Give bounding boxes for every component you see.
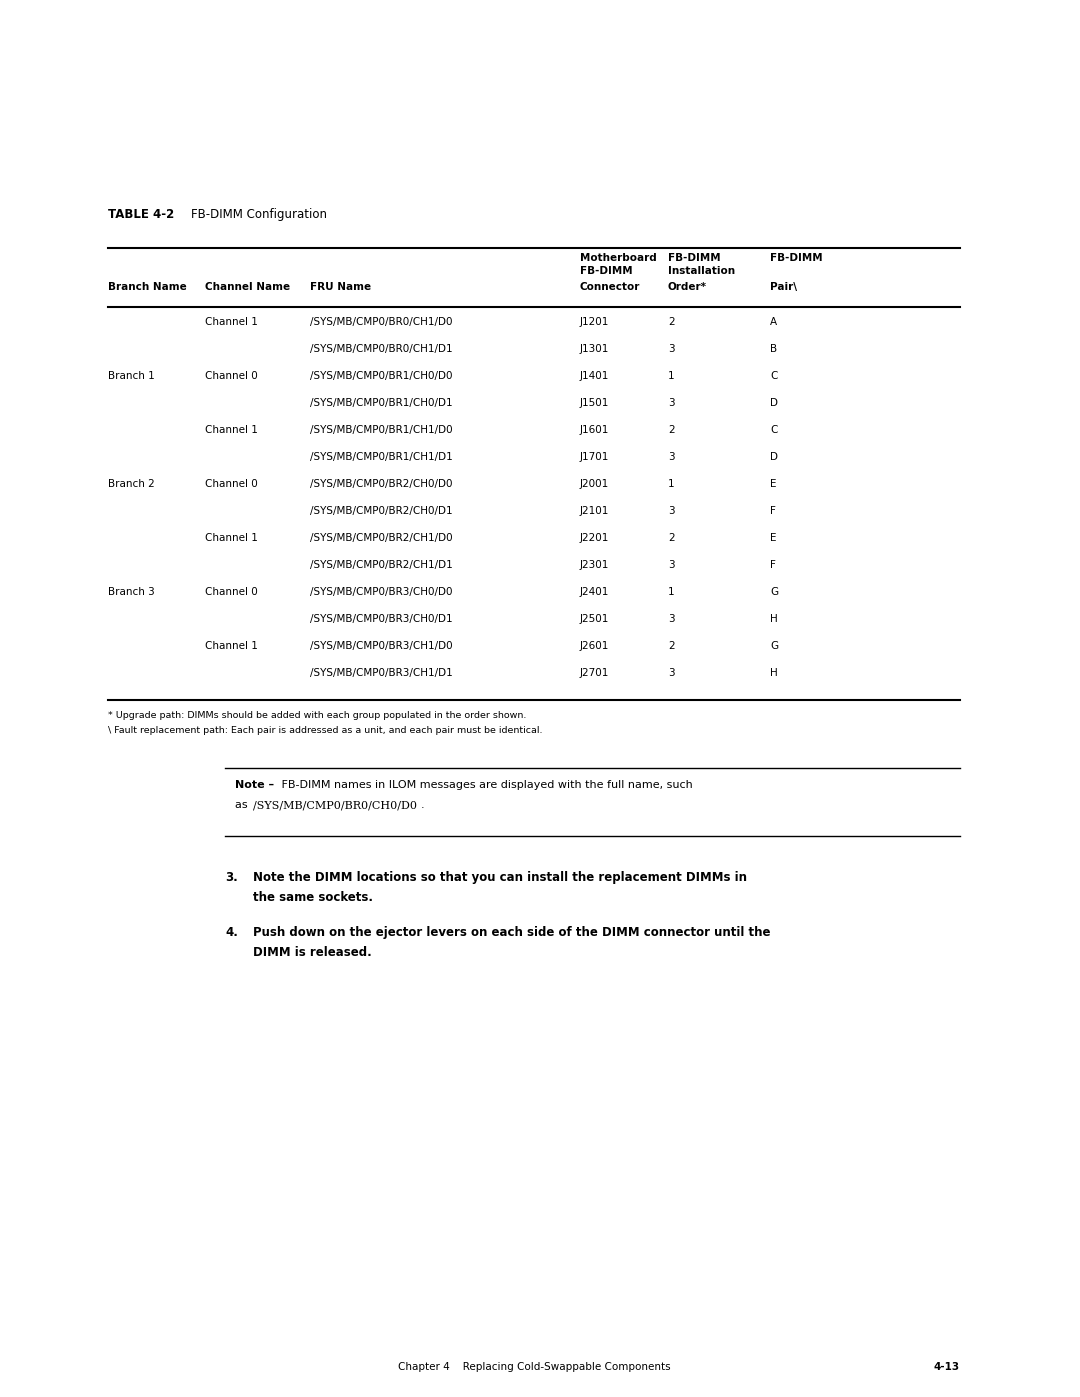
- Text: /SYS/MB/CMP0/BR2/CH1/D0: /SYS/MB/CMP0/BR2/CH1/D0: [310, 534, 453, 543]
- Text: Channel 1: Channel 1: [205, 425, 258, 434]
- Text: C: C: [770, 372, 778, 381]
- Text: Branch 1: Branch 1: [108, 372, 154, 381]
- Text: FRU Name: FRU Name: [310, 282, 372, 292]
- Text: 2: 2: [669, 425, 675, 434]
- Text: Branch 3: Branch 3: [108, 587, 154, 597]
- Text: FB-DIMM: FB-DIMM: [669, 253, 720, 263]
- Text: 2: 2: [669, 317, 675, 327]
- Text: /SYS/MB/CMP0/BR1/CH0/D1: /SYS/MB/CMP0/BR1/CH0/D1: [310, 398, 453, 408]
- Text: 3: 3: [669, 615, 675, 624]
- Text: Branch 2: Branch 2: [108, 479, 154, 489]
- Text: Note the DIMM locations so that you can install the replacement DIMMs in: Note the DIMM locations so that you can …: [253, 870, 747, 884]
- Text: Channel 0: Channel 0: [205, 479, 258, 489]
- Text: F: F: [770, 560, 775, 570]
- Text: /SYS/MB/CMP0/BR1/CH1/D0: /SYS/MB/CMP0/BR1/CH1/D0: [310, 425, 453, 434]
- Text: /SYS/MB/CMP0/BR0/CH1/D1: /SYS/MB/CMP0/BR0/CH1/D1: [310, 344, 453, 353]
- Text: FB-DIMM Configuration: FB-DIMM Configuration: [176, 208, 327, 221]
- Text: /SYS/MB/CMP0/BR1/CH1/D1: /SYS/MB/CMP0/BR1/CH1/D1: [310, 453, 453, 462]
- Text: Connector: Connector: [580, 282, 640, 292]
- Text: J2601: J2601: [580, 641, 609, 651]
- Text: DIMM is released.: DIMM is released.: [253, 946, 372, 958]
- Text: 3.: 3.: [225, 870, 238, 884]
- Text: Pair\: Pair\: [770, 282, 797, 292]
- Text: G: G: [770, 641, 778, 651]
- Text: 3: 3: [669, 398, 675, 408]
- Text: /SYS/MB/CMP0/BR1/CH0/D0: /SYS/MB/CMP0/BR1/CH0/D0: [310, 372, 453, 381]
- Text: J1501: J1501: [580, 398, 609, 408]
- Text: G: G: [770, 587, 778, 597]
- Text: FB-DIMM: FB-DIMM: [580, 265, 633, 277]
- Text: 3: 3: [669, 668, 675, 678]
- Text: 3: 3: [669, 506, 675, 515]
- Text: /SYS/MB/CMP0/BR3/CH0/D1: /SYS/MB/CMP0/BR3/CH0/D1: [310, 615, 453, 624]
- Text: E: E: [770, 534, 777, 543]
- Text: \ Fault replacement path: Each pair is addressed as a unit, and each pair must b: \ Fault replacement path: Each pair is a…: [108, 726, 542, 735]
- Text: Motherboard: Motherboard: [580, 253, 657, 263]
- Text: TABLE 4-2: TABLE 4-2: [108, 208, 174, 221]
- Text: J2001: J2001: [580, 479, 609, 489]
- Text: Installation: Installation: [669, 265, 735, 277]
- Text: E: E: [770, 479, 777, 489]
- Text: F: F: [770, 506, 775, 515]
- Text: Channel 1: Channel 1: [205, 641, 258, 651]
- Text: * Upgrade path: DIMMs should be added with each group populated in the order sho: * Upgrade path: DIMMs should be added wi…: [108, 711, 526, 719]
- Text: H: H: [770, 668, 778, 678]
- Text: J2701: J2701: [580, 668, 609, 678]
- Text: /SYS/MB/CMP0/BR2/CH0/D0: /SYS/MB/CMP0/BR2/CH0/D0: [310, 479, 453, 489]
- Text: 2: 2: [669, 534, 675, 543]
- Text: J2101: J2101: [580, 506, 609, 515]
- Text: J1601: J1601: [580, 425, 609, 434]
- Text: A: A: [770, 317, 778, 327]
- Text: /SYS/MB/CMP0/BR0/CH1/D0: /SYS/MB/CMP0/BR0/CH1/D0: [310, 317, 453, 327]
- Text: C: C: [770, 425, 778, 434]
- Text: J2501: J2501: [580, 615, 609, 624]
- Text: Branch Name: Branch Name: [108, 282, 187, 292]
- Text: D: D: [770, 398, 778, 408]
- Text: FB-DIMM names in ILOM messages are displayed with the full name, such: FB-DIMM names in ILOM messages are displ…: [278, 780, 692, 789]
- Text: Channel 1: Channel 1: [205, 317, 258, 327]
- Text: H: H: [770, 615, 778, 624]
- Text: 3: 3: [669, 453, 675, 462]
- Text: Note –: Note –: [235, 780, 274, 789]
- Text: 2: 2: [669, 641, 675, 651]
- Text: /SYS/MB/CMP0/BR2/CH1/D1: /SYS/MB/CMP0/BR2/CH1/D1: [310, 560, 453, 570]
- Text: Order*: Order*: [669, 282, 707, 292]
- Text: Channel 0: Channel 0: [205, 587, 258, 597]
- Text: /SYS/MB/CMP0/BR0/CH0/D0: /SYS/MB/CMP0/BR0/CH0/D0: [253, 800, 417, 810]
- Text: 4.: 4.: [225, 926, 238, 939]
- Text: J1301: J1301: [580, 344, 609, 353]
- Text: 4-13: 4-13: [934, 1362, 960, 1372]
- Text: J2301: J2301: [580, 560, 609, 570]
- Text: 3: 3: [669, 560, 675, 570]
- Text: J1701: J1701: [580, 453, 609, 462]
- Text: FB-DIMM: FB-DIMM: [770, 253, 823, 263]
- Text: J1401: J1401: [580, 372, 609, 381]
- Text: 3: 3: [669, 344, 675, 353]
- Text: J2201: J2201: [580, 534, 609, 543]
- Text: /SYS/MB/CMP0/BR3/CH1/D1: /SYS/MB/CMP0/BR3/CH1/D1: [310, 668, 453, 678]
- Text: Channel Name: Channel Name: [205, 282, 291, 292]
- Text: .: .: [421, 800, 424, 810]
- Text: as: as: [235, 800, 252, 810]
- Text: /SYS/MB/CMP0/BR3/CH0/D0: /SYS/MB/CMP0/BR3/CH0/D0: [310, 587, 453, 597]
- Text: Push down on the ejector levers on each side of the DIMM connector until the: Push down on the ejector levers on each …: [253, 926, 770, 939]
- Text: Channel 0: Channel 0: [205, 372, 258, 381]
- Text: 1: 1: [669, 479, 675, 489]
- Text: /SYS/MB/CMP0/BR2/CH0/D1: /SYS/MB/CMP0/BR2/CH0/D1: [310, 506, 453, 515]
- Text: D: D: [770, 453, 778, 462]
- Text: J2401: J2401: [580, 587, 609, 597]
- Text: Chapter 4    Replacing Cold-Swappable Components: Chapter 4 Replacing Cold-Swappable Compo…: [397, 1362, 671, 1372]
- Text: B: B: [770, 344, 778, 353]
- Text: Channel 1: Channel 1: [205, 534, 258, 543]
- Text: the same sockets.: the same sockets.: [253, 891, 373, 904]
- Text: 1: 1: [669, 372, 675, 381]
- Text: 1: 1: [669, 587, 675, 597]
- Text: J1201: J1201: [580, 317, 609, 327]
- Text: /SYS/MB/CMP0/BR3/CH1/D0: /SYS/MB/CMP0/BR3/CH1/D0: [310, 641, 453, 651]
